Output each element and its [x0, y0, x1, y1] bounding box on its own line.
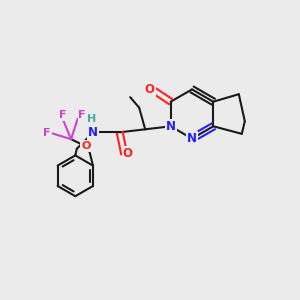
Text: O: O: [145, 83, 155, 96]
Text: F: F: [43, 128, 51, 138]
Text: O: O: [81, 141, 91, 151]
Text: F: F: [59, 110, 66, 120]
Text: H: H: [87, 114, 96, 124]
Text: O: O: [123, 147, 133, 161]
Text: N: N: [187, 132, 197, 145]
Text: F: F: [78, 110, 86, 120]
Text: N: N: [88, 126, 98, 139]
Text: N: N: [166, 120, 176, 133]
